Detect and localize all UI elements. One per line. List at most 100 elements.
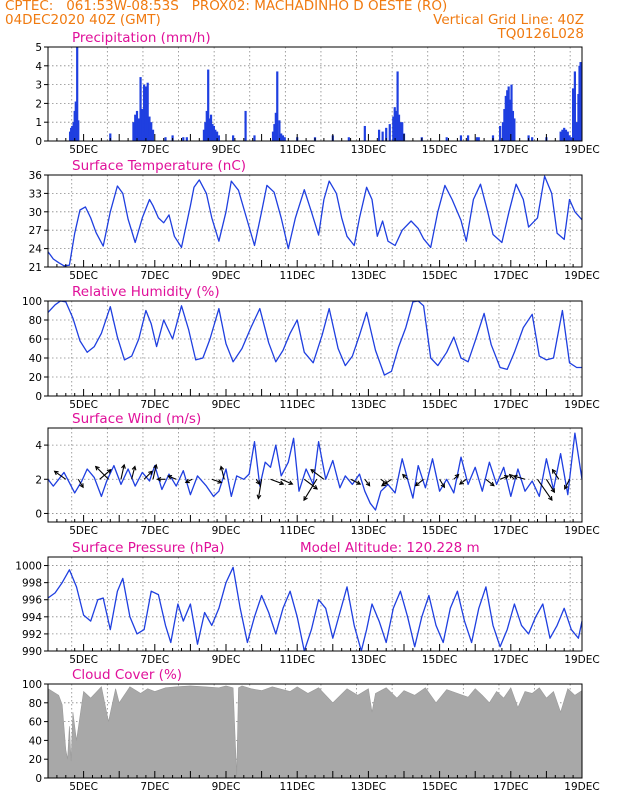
init-time: 04DEC2020 40Z (GMT) [5,12,161,28]
rh-xtick-label: 19DEC [564,399,599,411]
cloud-panel [44,683,583,779]
rh-xtick-label: 7DEC [140,399,169,411]
pres-xtick-label: 9DEC [212,654,241,666]
wind-vector-head [255,480,261,486]
wind-vector-head [148,470,153,476]
precip-xtick-label: 5DEC [69,144,98,156]
precip-bar [388,124,391,141]
wind-xtick-label: 19DEC [564,525,599,537]
wind-ytick-label: 4 [35,440,42,452]
precip-bar [572,88,575,141]
precip-bar [561,129,564,141]
wind-vector-head [365,481,371,487]
cloud-area [47,685,583,779]
precip-bar [393,107,396,141]
temp-line [47,175,583,267]
wind-vector-head [313,484,318,490]
precip-bar [214,129,217,141]
precip-bar [499,125,502,141]
pres-ytick-label: 992 [22,629,42,641]
wind-vector-head [184,478,190,484]
pres-ytick-label: 998 [22,578,42,590]
precip-bar [132,122,135,141]
precip-bar [212,125,215,141]
wind-vector-head [310,469,316,474]
precip-ytick-label: 1 [35,117,42,129]
wind-vector-head [440,483,446,489]
wind-vector-head [356,480,362,485]
wind-vector-head [219,465,225,471]
wind-vector [303,478,318,490]
cloud-xtick-label: 13DEC [351,781,386,793]
pres-xtick-label: 15DEC [422,654,457,666]
precip-bar [559,131,562,141]
temp-ytick-label: 24 [29,244,43,256]
precip-bar [271,131,275,141]
wind-xtick-label: 5DEC [69,525,98,537]
wind-vector [54,470,67,480]
precip-bar [109,133,112,141]
cloud-xtick-label: 17DEC [493,781,528,793]
wind-vector [499,475,509,480]
cloud-xtick-label: 9DEC [212,781,241,793]
rh-frame [47,300,583,397]
wind-vector [95,466,109,480]
precip-bar [507,86,510,141]
cloud-ytick-label: 80 [29,698,42,710]
precip-panel [44,46,583,142]
precip-bar [395,110,398,141]
temp-ytick-label: 27 [29,225,42,237]
rh-xtick-label: 13DEC [351,399,386,411]
wind-vector-head [79,483,84,489]
precip-bar [347,137,350,141]
wind-vector-head [564,484,569,490]
pres-xtick-label: 11DEC [279,654,314,666]
wind-vector [303,478,318,501]
wind-vector [364,478,371,487]
temp-xtick-label: 17DEC [493,270,528,282]
temp-title: Surface Temperature (nC) [72,158,246,174]
wind-vector [350,478,361,485]
wind-vector [459,478,467,485]
precip-bar [244,110,247,141]
pres-ytick-label: 994 [22,612,42,624]
precip-bar [150,122,153,141]
precip-bar [208,118,211,141]
wind-vector-head [121,463,126,469]
precip-bar [385,127,388,141]
wind-vector [77,478,84,488]
temp-ytick-label: 21 [29,262,42,274]
wind-vector-head [53,470,59,476]
wind-vector-head [401,473,407,479]
wind-xtick-label: 13DEC [351,525,386,537]
wind-vector [415,478,424,487]
precip-bar [570,137,573,141]
precip-bar [74,101,77,141]
wind-vector-head [489,481,495,487]
precip-bar [141,109,144,141]
precip-bar [135,110,139,141]
temp-ytick-label: 33 [29,188,42,200]
precip-bar [216,131,219,141]
wind-vector-head [512,474,518,480]
pres-subtitle: Model Altitude: 120.228 m [300,540,480,556]
pres-ytick-label: 996 [22,595,42,607]
wind-xtick-label: 11DEC [279,525,314,537]
wind-title: Surface Wind (m/s) [72,411,201,427]
precip-bar [276,71,279,141]
wind-xtick-label: 17DEC [493,525,528,537]
precip-bar [137,118,140,141]
precip-bar [392,116,395,141]
precip-bar [503,109,506,141]
precip-bar [217,135,220,141]
rh-xtick-label: 17DEC [493,399,528,411]
cloud-ytick-label: 0 [35,773,42,785]
precip-bar [445,137,448,141]
rh-panel [44,300,583,397]
precip-xtick-label: 15DEC [422,144,457,156]
precip-bar [283,137,286,141]
cloud-ytick-label: 40 [29,735,42,747]
rh-xtick-label: 11DEC [279,399,314,411]
precip-bar [568,135,571,141]
cloud-xtick-label: 19DEC [564,781,599,793]
